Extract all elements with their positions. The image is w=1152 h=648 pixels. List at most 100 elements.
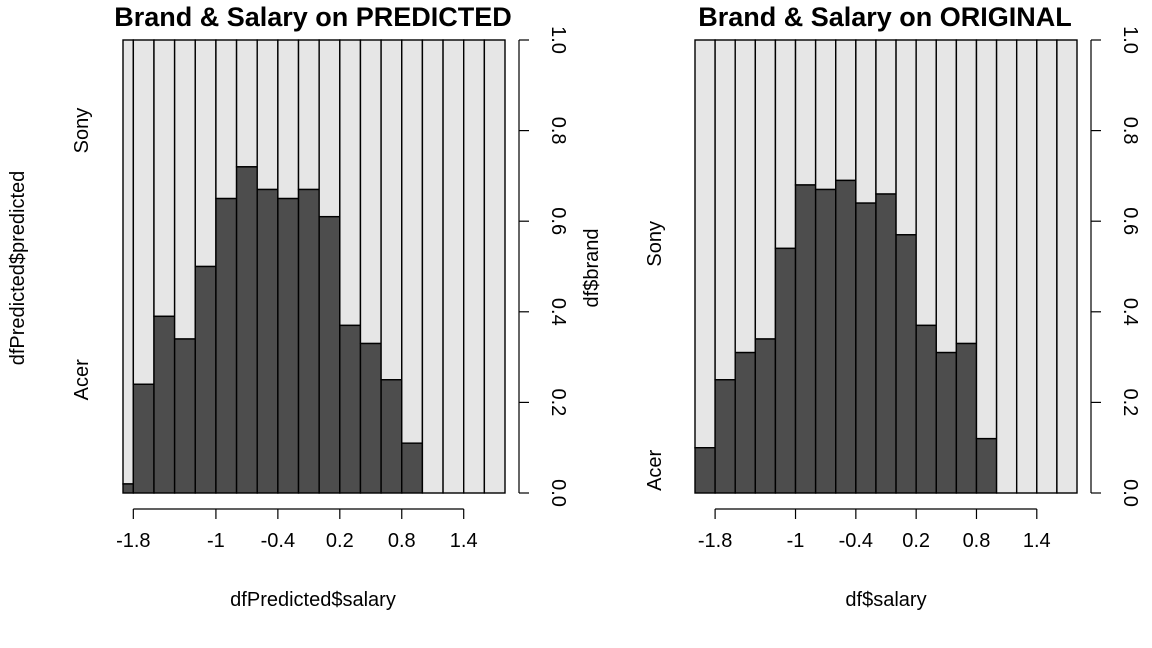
bar-sony-5 [794,39,817,186]
x-tick-label: -0.4 [839,530,873,552]
bar-sony-10 [318,39,341,218]
x-tick-label: -1 [787,530,805,552]
y-axis-label: dfPredicted$predicted [7,171,29,366]
bar-acer-5 [794,184,817,494]
y-tick-label: 1.0 [547,26,569,54]
bar-acer-14 [975,437,998,494]
bar-acer-6 [814,188,837,494]
bar-acer-4 [194,265,217,494]
bar-sony-2 [734,39,757,354]
bar-acer-14 [401,442,424,494]
x-tick-label: -0.4 [261,530,295,552]
x-tick-label: -1 [207,530,225,552]
bar-acer-0 [122,483,135,494]
y-tick-label: 0.0 [547,479,569,507]
bar-sony-0 [694,39,716,449]
bar-acer-3 [173,338,196,494]
bar-sony-8 [277,39,300,200]
y-tick-label: 0.4 [547,298,569,326]
bar-sony-7 [256,39,279,191]
bar-acer-2 [734,351,757,494]
category-label-acer: Acer [644,449,666,490]
right-axis-label: df$brand [581,229,603,308]
bar-sony-17 [1036,39,1058,494]
y-tick-label: 0.6 [1119,207,1141,235]
bar-sony-18 [1056,39,1078,494]
bar-sony-7 [835,39,857,182]
y-tick-label: 0.4 [1119,298,1141,326]
bar-acer-13 [380,379,403,494]
panel-predicted: Brand & Salary on PREDICTED -1.8 -1 -0.4 0.2… [7,2,603,611]
bar-sony-10 [895,39,917,236]
bar-acer-11 [915,324,937,494]
bar-sony-4 [774,39,797,250]
x-tick-label: 0.8 [388,530,416,552]
bar-sony-12 [935,39,958,354]
y-tick-label: 0.6 [547,207,569,235]
bar-sony-16 [1015,39,1038,494]
bar-acer-8 [277,197,300,494]
bar-acer-3 [754,338,777,494]
bar-sony-11 [915,39,937,327]
bar-acer-9 [875,193,897,494]
bar-acer-12 [935,351,958,494]
bar-sony-13 [380,39,403,381]
bar-acer-5 [215,197,238,494]
x-tick-label: 1.4 [450,530,478,552]
bar-sony-11 [339,39,362,327]
bar-acer-12 [359,342,382,494]
chart-title: Brand & Salary on ORIGINAL [698,2,1072,32]
bar-sony-18 [483,39,506,494]
x-tick-label: 0.8 [963,530,991,552]
bar-acer-4 [774,247,797,494]
bar-acer-9 [297,188,320,494]
x-axis-label: df$salary [845,589,926,611]
bar-sony-2 [153,39,176,318]
bar-sony-8 [855,39,877,204]
bar-sony-14 [401,39,424,444]
y-tick-label: 0.2 [1119,388,1141,416]
bar-acer-1 [714,379,736,494]
bar-sony-1 [132,39,155,385]
category-label-sony: Sony [71,108,93,154]
bar-sony-6 [235,39,258,168]
bar-acer-10 [318,215,341,494]
chart-title: Brand & Salary on PREDICTED [114,2,512,32]
category-label-acer: Acer [71,359,93,400]
x-tick-label: 0.2 [902,530,930,552]
bar-sony-6 [814,39,837,191]
bar-sony-5 [215,39,238,200]
bar-acer-0 [694,447,716,494]
bar-sony-3 [754,39,777,340]
bar-sony-9 [875,39,897,195]
x-tick-label: -1.8 [116,530,150,552]
y-tick-label: 0.8 [1119,117,1141,145]
category-label-sony: Sony [644,221,666,267]
bar-sony-12 [359,39,382,345]
bar-acer-10 [895,234,917,494]
bar-sony-3 [173,39,196,340]
bar-sony-16 [442,39,465,494]
x-tick-label: -1.8 [698,530,732,552]
y-tick-label: 0.2 [547,388,569,416]
bar-acer-1 [132,383,155,494]
bar-sony-15 [421,39,444,494]
bar-acer-7 [256,188,279,494]
y-tick-label: 0.8 [547,117,569,145]
bar-sony-14 [975,39,998,440]
bar-acer-8 [855,202,877,494]
y-tick-label: 0.0 [1119,479,1141,507]
bar-acer-13 [955,342,978,494]
bar-sony-17 [463,39,486,494]
bar-acer-6 [235,166,258,494]
bar-sony-9 [297,39,320,191]
bar-acer-7 [835,179,857,494]
bar-acer-2 [153,315,176,494]
bar-sony-1 [714,39,736,381]
y-tick-label: 1.0 [1119,26,1141,54]
bar-acer-11 [339,324,362,494]
bar-sony-4 [194,39,217,268]
x-axis-label: dfPredicted$salary [230,589,396,611]
bar-sony-0 [122,39,135,485]
panel-original: Brand & Salary on ORIGINAL -1.8 -1 -0.4 0.2 0… [644,2,1141,611]
